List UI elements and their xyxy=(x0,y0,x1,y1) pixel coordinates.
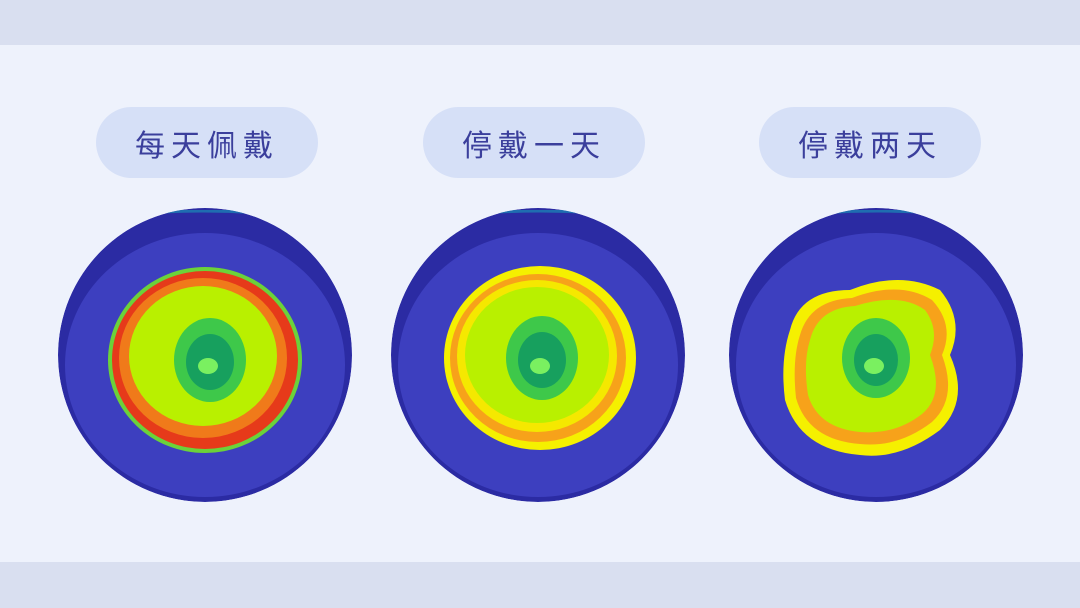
topography-map xyxy=(58,208,352,502)
label-pill: 停戴一天 xyxy=(423,107,645,178)
topography-map xyxy=(729,208,1023,502)
bottom-band xyxy=(0,562,1080,608)
topography-map xyxy=(391,208,685,502)
label-pill: 停戴两天 xyxy=(759,107,981,178)
top-band xyxy=(0,0,1080,45)
label-pill: 每天佩戴 xyxy=(96,107,318,178)
